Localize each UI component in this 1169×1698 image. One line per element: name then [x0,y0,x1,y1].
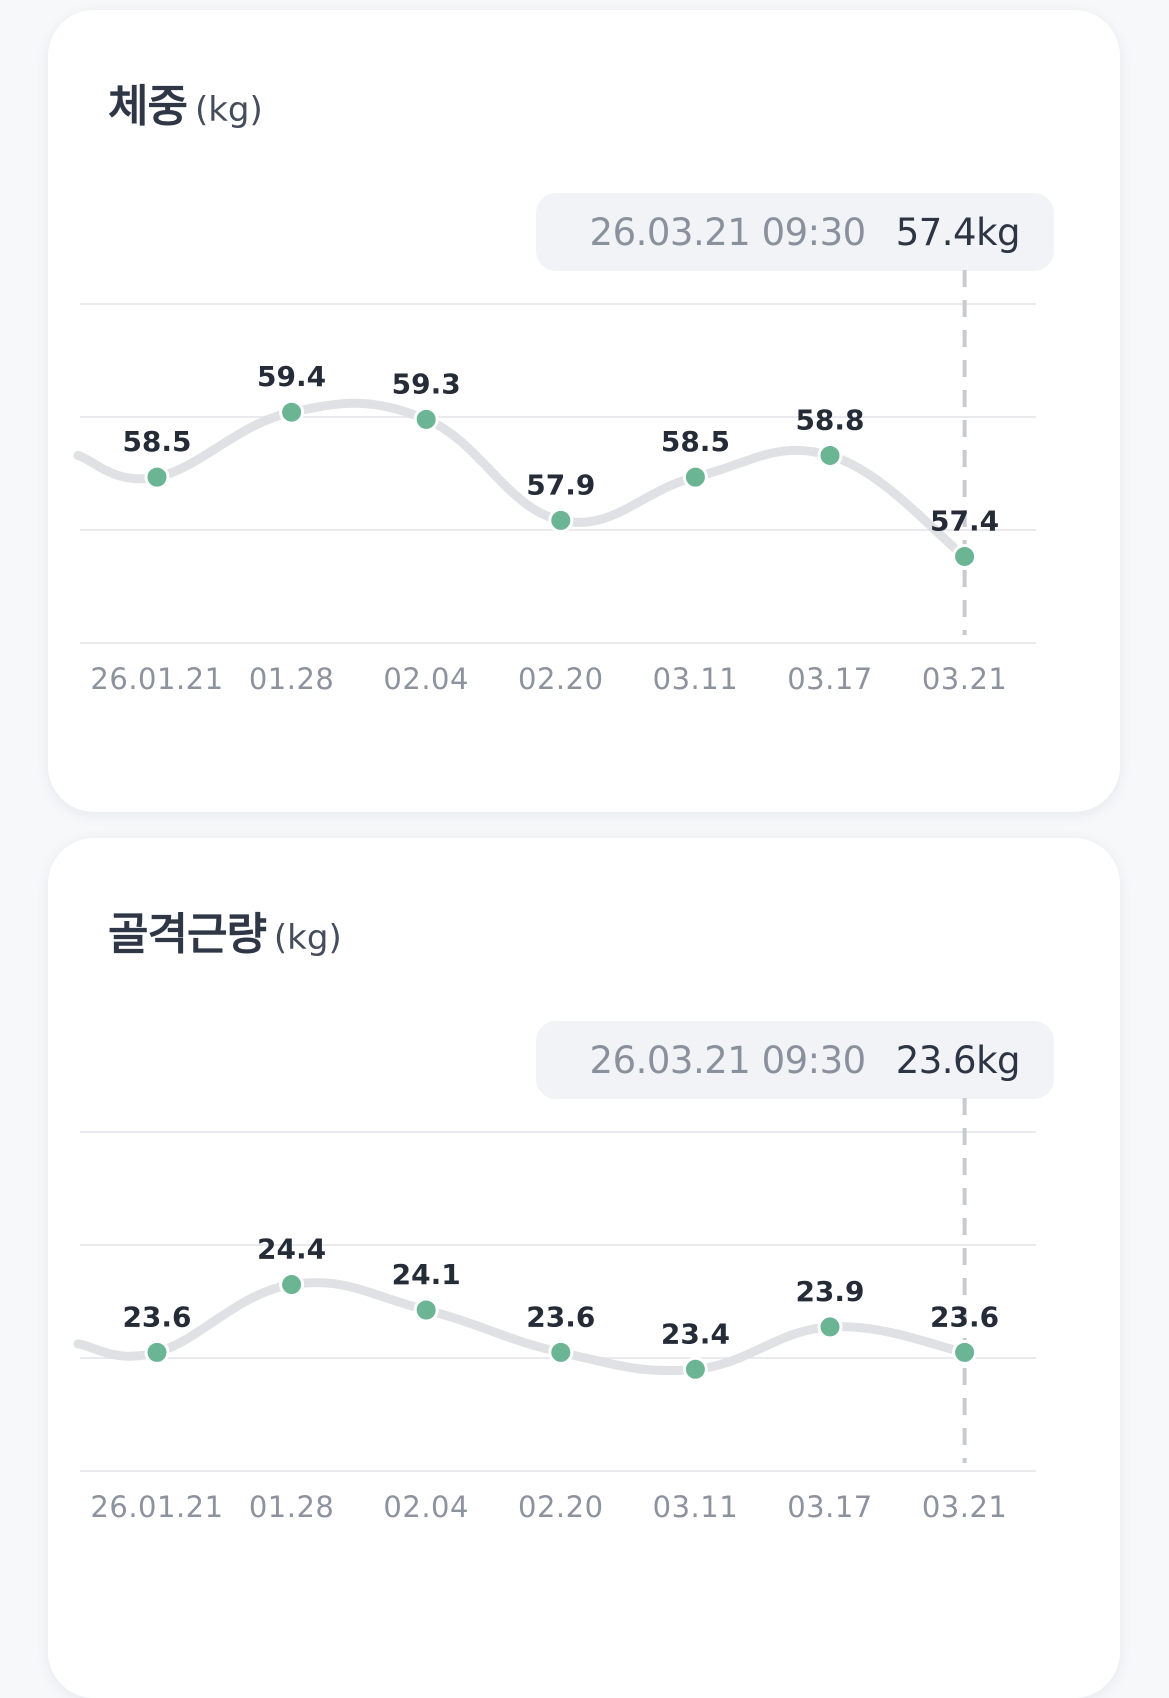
muscle-data-label: 24.4 [257,1233,326,1266]
weight-data-point[interactable] [144,464,170,490]
muscle-data-label: 23.6 [122,1300,191,1333]
weight-chart-title: 체중 (kg) [108,70,263,134]
weight-title-unit: (kg) [194,90,263,130]
weight-data-label: 59.4 [257,360,326,393]
muscle-title-unit: (kg) [273,918,342,958]
muscle-data-point[interactable] [952,1339,978,1365]
weight-title-text: 체중 [108,81,188,132]
weight-chart-card: 체중 (kg) 26.03.21 09:30 57.4kg 58.5 59.4 59.… [48,10,1120,812]
muscle-data-point[interactable] [548,1339,574,1365]
weight-data-point[interactable] [682,464,708,490]
muscle-series-line [73,1278,970,1376]
weight-data-point[interactable] [817,442,843,468]
muscle-tooltip-date: 26.03.21 09:30 [589,1038,867,1082]
muscle-data-point[interactable] [413,1297,439,1323]
skeletal-muscle-chart-card: 골격근량 (kg) 26.03.21 09:30 23.6kg 23.6 24.4 2… [48,838,1120,1698]
weight-line-chart[interactable]: 58.5 59.4 59.3 57.9 58.5 58.8 57.4 26.01.21 01.2… [48,10,1120,812]
weight-data-point[interactable] [279,399,305,425]
weight-selected-tooltip: 26.03.21 09:30 57.4kg [536,193,1054,271]
muscle-selected-tooltip: 26.03.21 09:30 23.6kg [536,1021,1054,1099]
muscle-tooltip-value: 23.6kg [895,1038,1021,1082]
weight-data-label: 58.5 [122,425,191,458]
muscle-x-tick-label: 03.11 [653,1490,739,1524]
weight-data-point[interactable] [548,507,574,533]
muscle-x-tick-label: 02.20 [518,1490,604,1524]
weight-x-tick-label: 03.17 [787,662,873,696]
weight-data-label: 58.5 [661,425,730,458]
muscle-data-label: 24.1 [392,1258,461,1291]
muscle-data-label: 23.4 [661,1317,730,1350]
muscle-data-label: 23.9 [795,1275,864,1308]
muscle-data-label: 23.6 [930,1300,999,1333]
muscle-x-tick-label: 02.04 [383,1490,469,1524]
muscle-line-chart[interactable]: 23.6 24.4 24.1 23.6 23.4 23.9 23.6 26.01.21 01.2… [48,838,1120,1698]
muscle-data-label: 23.6 [526,1300,595,1333]
muscle-data-point[interactable] [817,1314,843,1340]
weight-x-tick-label: 03.21 [922,662,1008,696]
muscle-x-tick-label: 01.28 [249,1490,335,1524]
muscle-x-tick-label: 03.17 [787,1490,873,1524]
weight-tooltip-date: 26.03.21 09:30 [589,210,867,254]
muscle-title-text: 골격근량 [108,909,267,960]
muscle-data-point[interactable] [144,1339,170,1365]
weight-x-tick-label: 03.11 [653,662,739,696]
muscle-x-tick-label: 26.01.21 [90,1490,223,1524]
weight-data-label: 59.3 [392,367,461,400]
weight-data-label: 57.9 [526,468,595,501]
weight-x-tick-label: 01.28 [249,662,335,696]
muscle-x-tick-label: 03.21 [922,1490,1008,1524]
muscle-data-point[interactable] [682,1356,708,1382]
weight-x-tick-label: 02.20 [518,662,604,696]
muscle-chart-title: 골격근량 (kg) [108,898,342,962]
weight-tooltip-value: 57.4kg [895,210,1021,254]
weight-x-tick-label: 26.01.21 [90,662,223,696]
weight-x-tick-label: 02.04 [383,662,469,696]
weight-data-point[interactable] [413,406,439,432]
weight-data-label: 57.4 [930,504,999,537]
muscle-data-point[interactable] [279,1272,305,1298]
weight-data-label: 58.8 [795,403,864,436]
weight-data-point[interactable] [952,543,978,569]
